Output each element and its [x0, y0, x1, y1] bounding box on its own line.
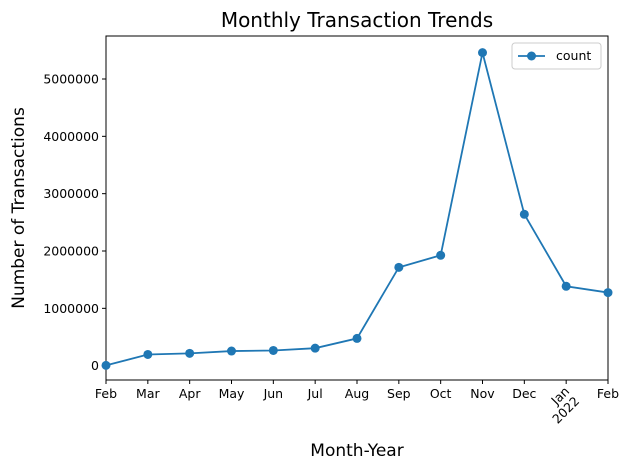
x-tick-label: Jan2022: [539, 384, 582, 427]
data-point: [143, 349, 153, 359]
y-tick-label: 2000000: [43, 244, 99, 259]
x-tick-label: Dec: [512, 386, 536, 401]
data-point: [603, 288, 613, 298]
x-tick-label: Sep: [387, 386, 411, 401]
y-axis: 0 1000000 2000000 3000000 4000000 5000000: [43, 72, 106, 373]
x-tick-label: Oct: [430, 386, 452, 401]
data-point: [561, 281, 571, 291]
legend: count: [511, 42, 602, 70]
y-axis-label: Number of Transactions: [9, 107, 29, 309]
plot-frame: [105, 35, 609, 381]
x-tick-label: Nov: [470, 386, 495, 401]
legend-series-label: count: [556, 48, 591, 63]
x-tick-label: Feb: [95, 386, 117, 401]
chart-title: Monthly Transaction Trends: [221, 8, 493, 32]
data-point: [436, 250, 446, 260]
x-tick-label: Mar: [136, 386, 160, 401]
x-tick-label: Feb: [597, 386, 619, 401]
x-axis: Feb Mar Apr May Jun Jul Aug Sep Oct Nov Dec Jan2022…: [95, 380, 619, 427]
x-tick-label: Aug: [345, 386, 369, 401]
data-point: [519, 209, 529, 219]
legend-marker: [527, 51, 536, 61]
data-point: [227, 346, 236, 356]
legend-box: [511, 42, 602, 70]
series-line-count: [105, 52, 609, 367]
data-point: [185, 348, 195, 358]
data-point: [352, 333, 362, 343]
x-axis-label: Month-Year: [310, 441, 403, 461]
y-tick-label: 3000000: [43, 186, 99, 201]
x-tick-label: May: [219, 386, 245, 401]
x-tick-label: Apr: [179, 386, 201, 401]
series-layer: [101, 48, 613, 370]
data-point: [394, 262, 404, 272]
data-point: [101, 360, 111, 370]
x-tick-label: Jun: [263, 386, 284, 401]
y-tick-label: 5000000: [43, 72, 99, 87]
x-tick-label: Jul: [307, 386, 323, 401]
data-point: [478, 48, 487, 58]
data-point: [310, 343, 320, 353]
y-tick-label: 1000000: [43, 301, 99, 316]
y-tick-label: 4000000: [43, 129, 99, 144]
data-point: [268, 345, 278, 355]
plot-area: [105, 35, 609, 381]
y-tick-label: 0: [91, 358, 99, 373]
